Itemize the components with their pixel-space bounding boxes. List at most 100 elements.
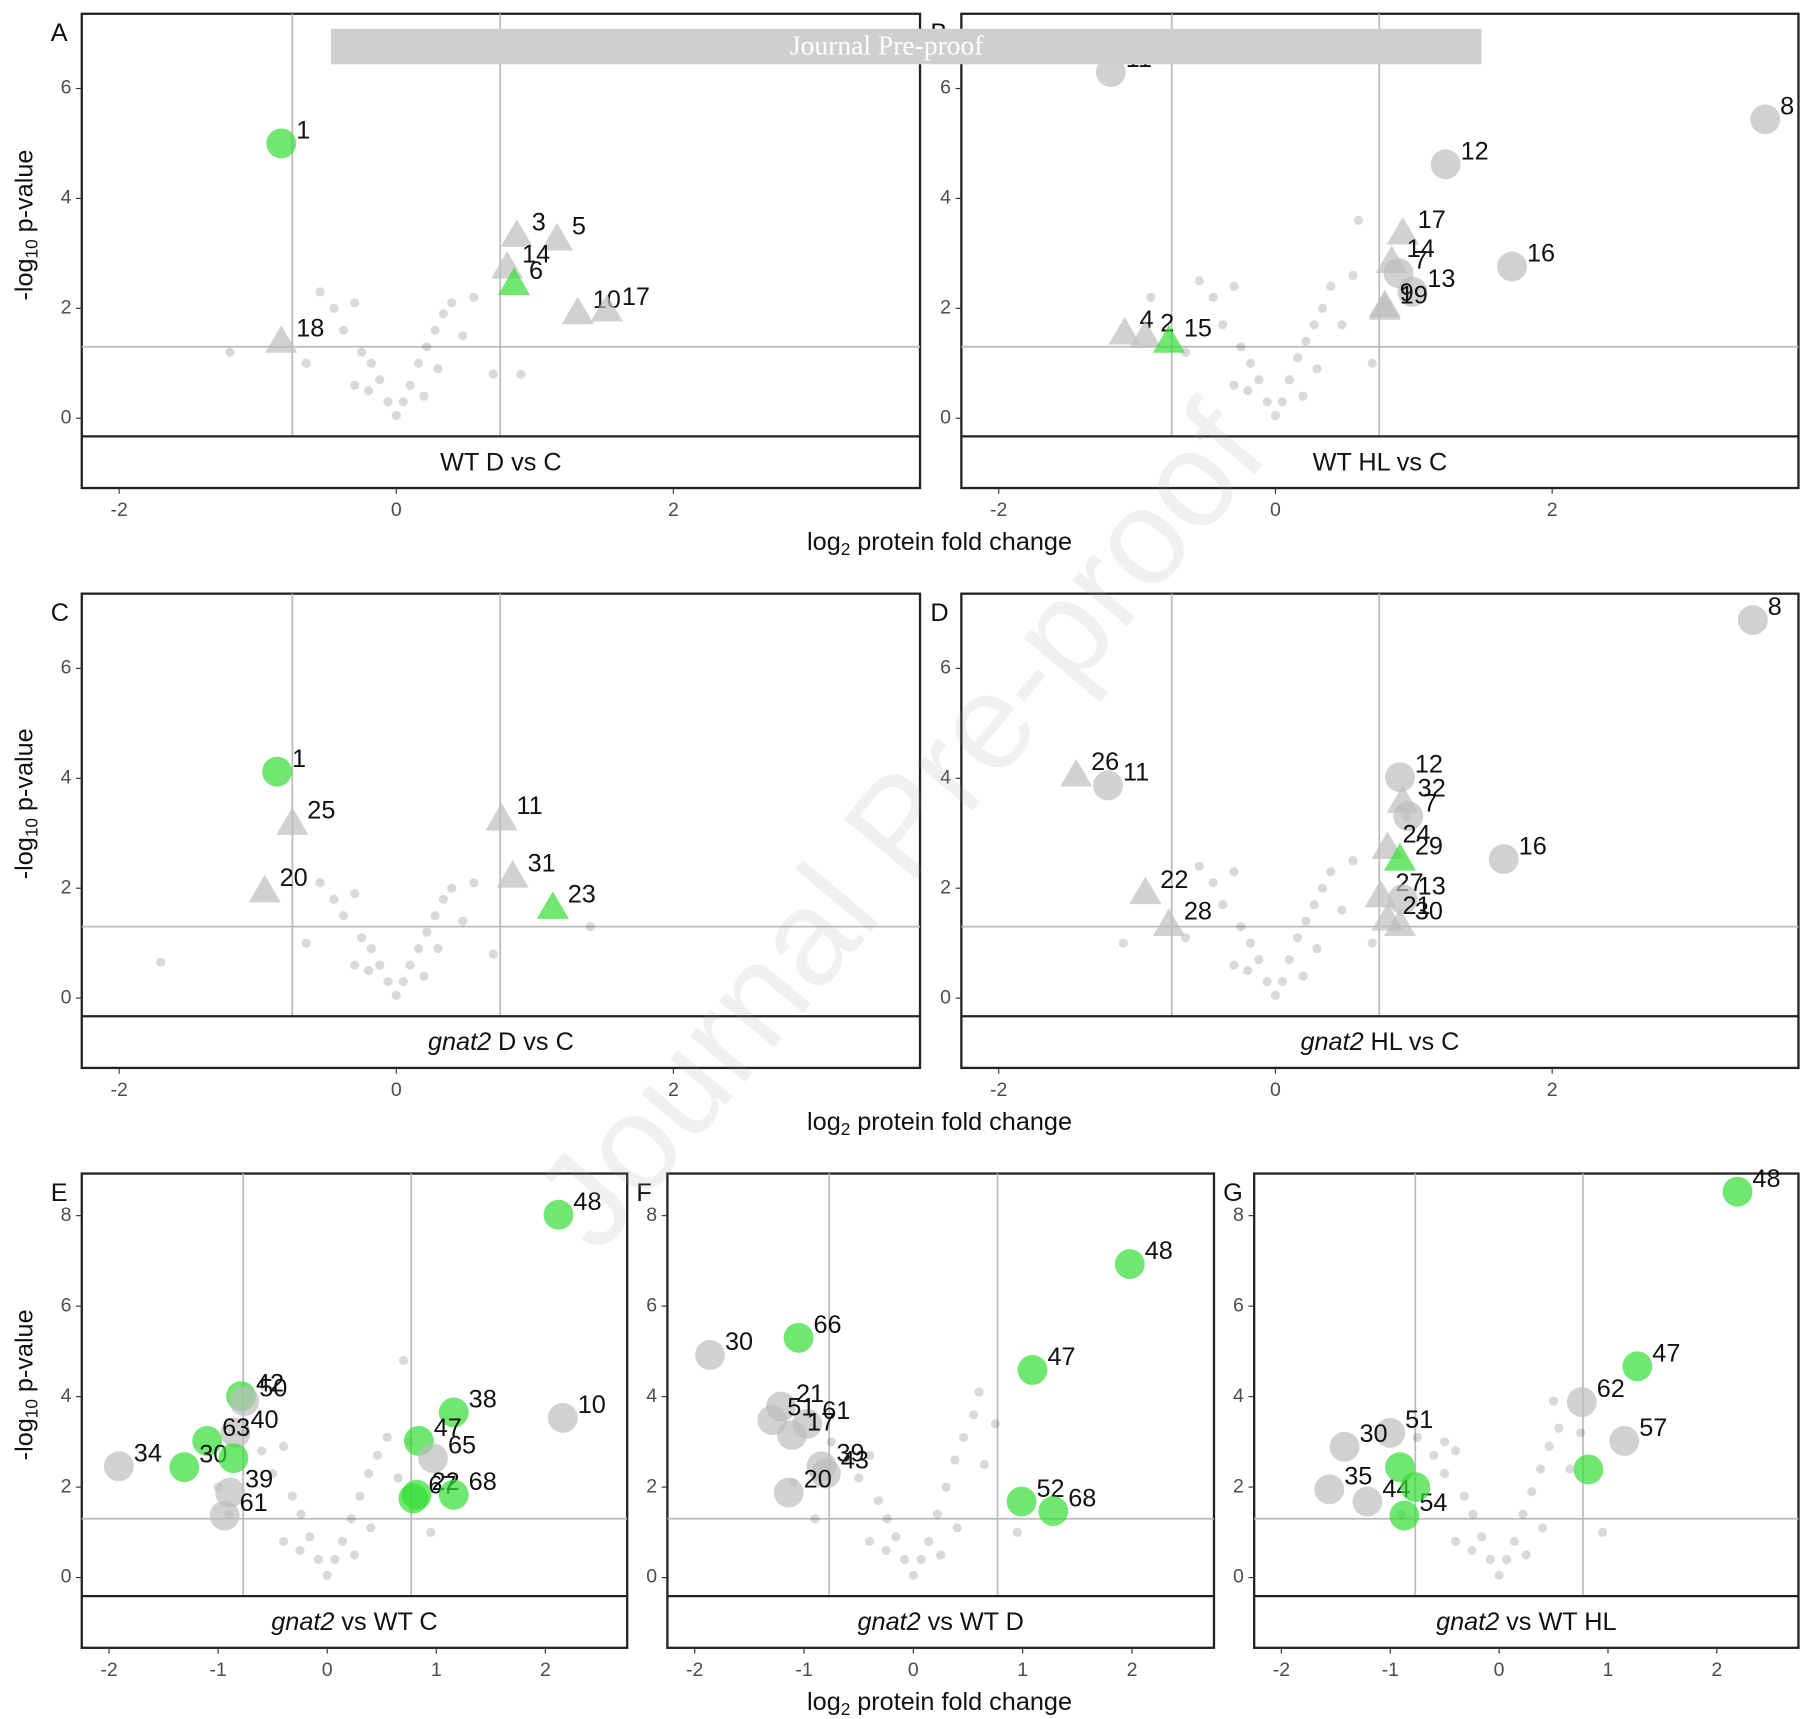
protein-point: [339, 911, 349, 921]
point-label: 13: [1427, 265, 1455, 293]
x-tick-label: -2: [990, 1079, 1007, 1101]
point-label: 24: [1402, 821, 1430, 849]
protein-point: [430, 325, 440, 335]
protein-point: [1245, 358, 1256, 368]
protein-point: [419, 391, 429, 401]
protein-point: [305, 1532, 315, 1542]
protein-point: [469, 292, 479, 302]
highlight-point: [103, 1451, 134, 1482]
protein-point: [225, 347, 235, 357]
protein-point: [843, 1455, 853, 1465]
highlight-point: [1329, 1431, 1360, 1462]
point-label: 30: [725, 1328, 753, 1356]
protein-point: [1326, 867, 1336, 877]
highlight-point: [1383, 908, 1417, 936]
point-label: 9: [1400, 279, 1414, 307]
protein-point: [1194, 276, 1204, 286]
panel-letter: C: [51, 599, 69, 627]
protein-point: [278, 1441, 289, 1451]
protein-point: [1118, 938, 1128, 948]
protein-point: [1146, 292, 1156, 302]
highlight-point: [1397, 276, 1428, 307]
x-tick-label: 1: [1017, 1659, 1028, 1681]
panel-letter: G: [1223, 1179, 1243, 1207]
protein-point: [1277, 977, 1287, 987]
point-label: 62: [1597, 1375, 1625, 1403]
protein-point: [363, 966, 374, 976]
y-axis-title: -log10 p-value: [10, 1309, 41, 1460]
point-label: 47: [1652, 1339, 1680, 1367]
protein-point: [1243, 966, 1253, 976]
y-tick-label: 6: [61, 77, 72, 99]
y-tick-label: 2: [61, 1475, 72, 1497]
highlight-point: [1383, 843, 1417, 871]
point-label: 32: [1418, 775, 1446, 803]
y-tick-label: 0: [646, 1566, 657, 1588]
y-tick-label: 4: [940, 187, 951, 209]
point-label: 8: [1768, 593, 1782, 621]
protein-point: [391, 990, 401, 1000]
point-label: 29: [1415, 832, 1443, 860]
y-tick-label: 4: [61, 187, 72, 209]
highlight-point: [438, 1397, 469, 1428]
protein-point: [585, 922, 595, 932]
protein-point: [469, 878, 479, 888]
point-label: 68: [1068, 1484, 1096, 1512]
protein-point: [1254, 375, 1264, 385]
protein-point: [908, 1570, 918, 1580]
protein-point: [1367, 938, 1377, 948]
x-tick-label: 2: [668, 1079, 679, 1101]
protein-point: [826, 1437, 836, 1447]
protein-point: [1301, 916, 1311, 926]
protein-point: [433, 944, 443, 954]
highlight-point: [1488, 844, 1519, 875]
protein-point: [346, 1514, 356, 1524]
highlight-point: [497, 267, 531, 296]
point-label: 51: [787, 1393, 815, 1421]
protein-point: [375, 960, 385, 970]
y-tick-label: 0: [940, 406, 951, 428]
protein-point: [1277, 397, 1287, 407]
highlight-point: [1006, 1486, 1037, 1517]
highlight-point: [695, 1340, 725, 1370]
protein-point: [900, 1554, 910, 1565]
point-label: 48: [1752, 1165, 1780, 1193]
protein-point: [301, 358, 311, 368]
protein-point: [349, 1550, 360, 1560]
protein-point: [1284, 375, 1294, 385]
highlight-point: [1368, 292, 1401, 320]
protein-point: [1576, 1428, 1586, 1438]
point-label: 12: [1415, 750, 1443, 778]
protein-point: [1270, 990, 1281, 1000]
protein-point: [458, 331, 468, 341]
point-label: 66: [814, 1311, 842, 1339]
highlight-point: [262, 756, 293, 787]
protein-point: [891, 1532, 901, 1542]
protein-point: [405, 380, 415, 390]
highlight-point: [1095, 57, 1126, 87]
panel-frame: [666, 1172, 1216, 1649]
point-label: 18: [296, 314, 324, 342]
panel-letter: A: [51, 19, 68, 47]
title-rest: protein fold change: [857, 1108, 1072, 1136]
y-tick-label: 0: [61, 986, 72, 1008]
protein-point: [366, 358, 376, 368]
strip-italic: gnat2: [1436, 1608, 1499, 1636]
highlight-point: [218, 1443, 249, 1474]
protein-point: [1012, 1527, 1022, 1537]
y-tick-label: 2: [61, 296, 72, 318]
protein-point: [278, 1536, 289, 1546]
highlight-point: [1497, 251, 1527, 282]
protein-point: [337, 1536, 348, 1546]
y-tick-label: 2: [646, 1475, 657, 1497]
point-label: 30: [1415, 898, 1443, 926]
protein-point: [865, 1450, 875, 1461]
protein-point: [393, 1473, 403, 1483]
protein-point: [1245, 938, 1256, 948]
protein-point: [1229, 960, 1239, 970]
y-tick-label: 4: [61, 1385, 72, 1407]
highlight-point: [810, 1458, 841, 1489]
highlight-point: [1750, 104, 1781, 135]
protein-point: [1518, 1509, 1528, 1519]
highlight-point: [169, 1452, 200, 1483]
